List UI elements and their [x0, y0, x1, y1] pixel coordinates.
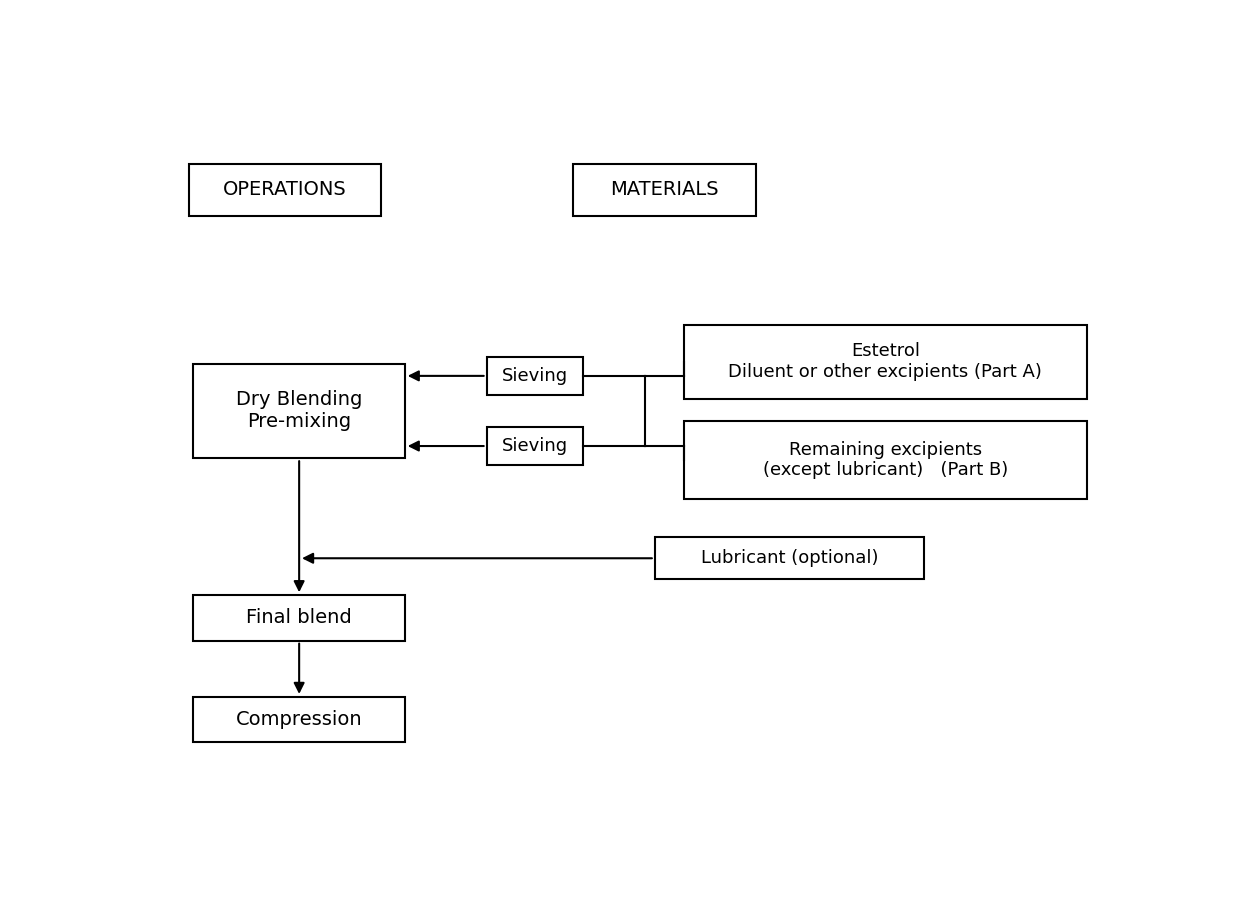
Text: MATERIALS: MATERIALS — [610, 180, 719, 200]
FancyBboxPatch shape — [188, 164, 381, 216]
FancyBboxPatch shape — [193, 595, 404, 640]
Text: Sieving: Sieving — [501, 437, 568, 455]
Text: Estetrol
Diluent or other excipients (Part A): Estetrol Diluent or other excipients (Pa… — [728, 343, 1043, 381]
FancyBboxPatch shape — [683, 422, 1087, 498]
FancyBboxPatch shape — [655, 537, 924, 579]
Text: Dry Blending
Pre-mixing: Dry Blending Pre-mixing — [236, 391, 362, 432]
Text: Lubricant (optional): Lubricant (optional) — [701, 549, 878, 568]
Text: Sieving: Sieving — [501, 367, 568, 384]
FancyBboxPatch shape — [573, 164, 755, 216]
Text: Final blend: Final blend — [247, 609, 352, 628]
Text: Compression: Compression — [236, 710, 362, 729]
FancyBboxPatch shape — [193, 697, 404, 742]
FancyBboxPatch shape — [486, 426, 583, 466]
FancyBboxPatch shape — [486, 356, 583, 395]
FancyBboxPatch shape — [683, 325, 1087, 399]
FancyBboxPatch shape — [193, 363, 404, 458]
Text: OPERATIONS: OPERATIONS — [223, 180, 347, 200]
Text: Remaining excipients
(except lubricant)   (Part B): Remaining excipients (except lubricant) … — [763, 441, 1008, 479]
